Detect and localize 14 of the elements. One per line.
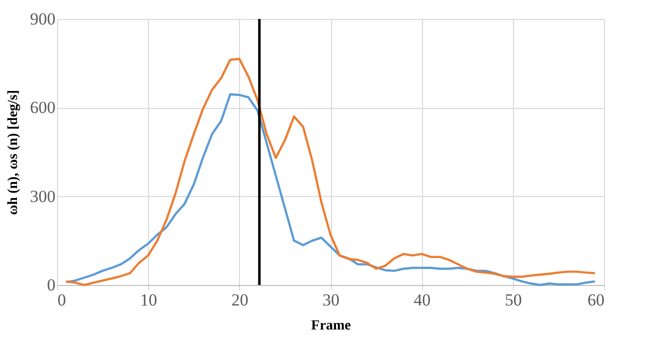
y-tick-label: 0 xyxy=(47,276,56,294)
y-tick-label: 600 xyxy=(30,98,56,118)
x-axis-title: Frame xyxy=(311,318,351,334)
x-tick-label: 50 xyxy=(504,290,522,310)
line-series xyxy=(65,93,596,286)
line-series xyxy=(65,58,596,286)
y-tick-label: 900 xyxy=(30,10,56,28)
x-tick-label: 60 xyxy=(588,290,604,310)
y-tick-label: 300 xyxy=(30,186,56,206)
x-tick-label: 10 xyxy=(140,290,158,310)
x-tick-label: 30 xyxy=(322,290,340,310)
y-axis-title: ωh (n), ωs (n) [deg/s] xyxy=(6,90,21,216)
x-tick-label: 40 xyxy=(414,290,431,310)
x-tick-label: 20 xyxy=(231,290,248,310)
